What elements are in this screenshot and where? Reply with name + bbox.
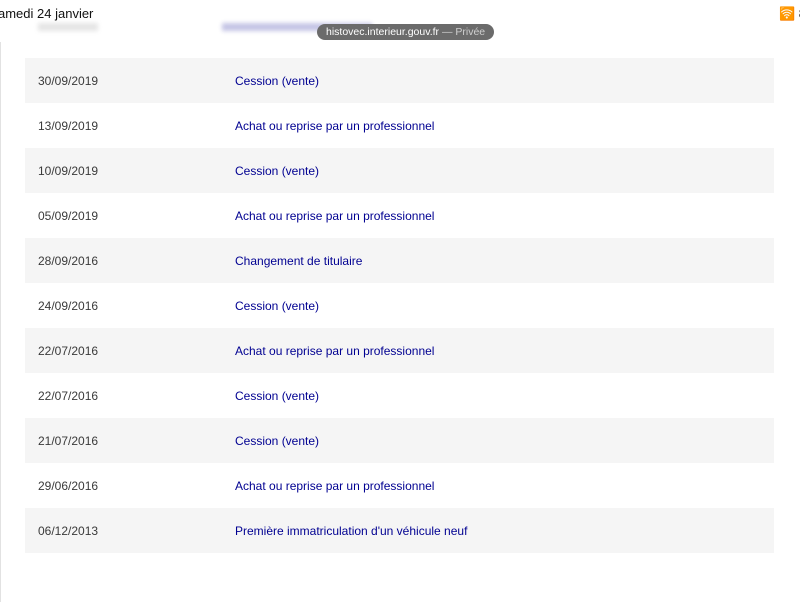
event-date: 28/09/2016 (38, 253, 99, 268)
table-row: 13/09/2019 Achat ou reprise par un profes… (25, 103, 774, 148)
event-label: Cession (vente) (235, 73, 320, 88)
event-date: 13/09/2019 (38, 118, 99, 133)
event-date: 29/06/2016 (38, 478, 99, 493)
battery-level: 8 (799, 6, 800, 21)
event-label: Cession (vente) (235, 163, 320, 178)
status-right: 🛜 8 (779, 6, 800, 22)
table-row: 06/12/2013 Première immatriculation d'un … (25, 508, 774, 553)
event-label: Achat ou reprise par un professionnel (235, 208, 435, 223)
status-date: amedi 24 janvier (0, 6, 94, 21)
event-label: Cession (vente) (235, 298, 320, 313)
url-domain: histovec.interieur.gouv.fr (326, 26, 440, 38)
table-row: 10/09/2019 Cession (vente) (25, 148, 774, 193)
table-row: 21/07/2016 Cession (vente) (25, 418, 774, 463)
scrolled-row-faded (25, 13, 774, 43)
event-date: 05/09/2019 (38, 208, 99, 223)
event-label: Achat ou reprise par un professionnel (235, 343, 435, 358)
event-date: 06/12/2013 (38, 523, 99, 538)
event-date: 22/07/2016 (38, 343, 99, 358)
table-row: 28/09/2016 Changement de titulaire (25, 238, 774, 283)
page-content (0, 42, 800, 602)
event-label: Achat ou reprise par un professionnel (235, 118, 435, 133)
event-date: 30/09/2019 (38, 73, 99, 88)
event-date: 10/09/2019 (38, 163, 99, 178)
event-date: 21/07/2016 (38, 433, 99, 448)
url-pill[interactable]: histovec.interieur.gouv.fr — Privée (317, 24, 495, 40)
history-table: 30/09/2019 Cession (vente) 13/09/2019 Achat… (25, 58, 774, 553)
status-bar: amedi 24 janvier 🛜 8 (0, 0, 800, 28)
table-row: 30/09/2019 Cession (vente) (25, 58, 774, 103)
event-label: Cession (vente) (235, 433, 320, 448)
event-label: Cession (vente) (235, 388, 320, 403)
table-row: 29/06/2016 Achat ou reprise par un profes… (25, 463, 774, 508)
table-row: 22/07/2016 Cession (vente) (25, 373, 774, 418)
event-label: Première immatriculation d'un véhicule n… (235, 523, 468, 538)
event-date: 22/07/2016 (38, 388, 99, 403)
event-label: Achat ou reprise par un professionnel (235, 478, 435, 493)
wifi-icon: 🛜 (778, 6, 796, 21)
private-mode-label: — Privée (439, 26, 486, 38)
event-date: 24/09/2016 (38, 298, 99, 313)
table-row: 22/07/2016 Achat ou reprise par un profes… (25, 328, 774, 373)
table-row: 24/09/2016 Cession (vente) (25, 283, 774, 328)
table-row: 05/09/2019 Achat ou reprise par un profes… (25, 193, 774, 238)
event-label: Changement de titulaire (235, 253, 363, 268)
